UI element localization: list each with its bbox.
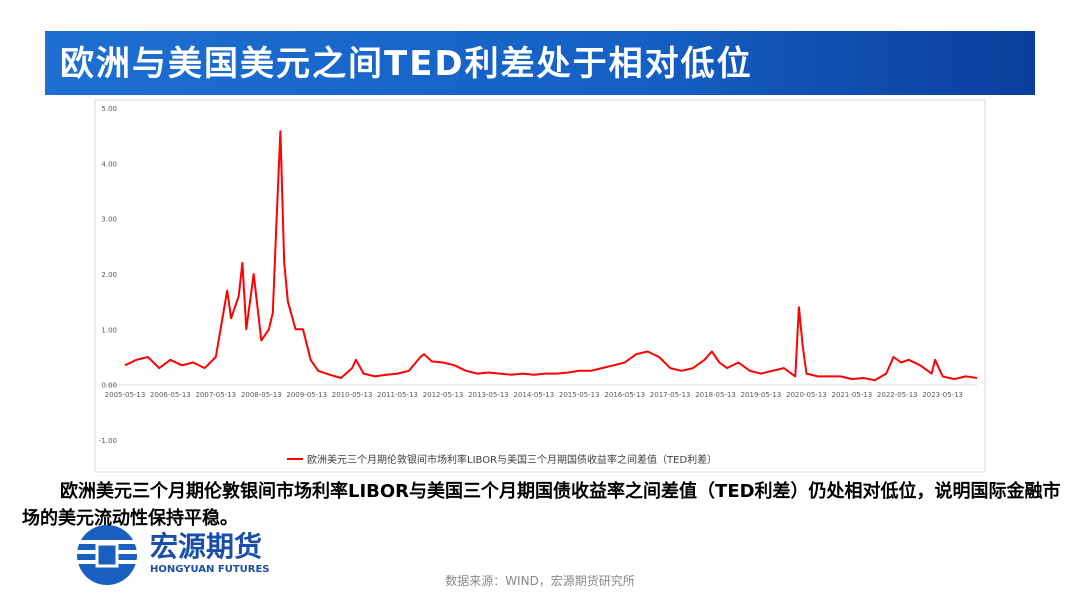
slide-title: 欧洲与美国美元之间TED利差处于相对低位 <box>60 44 753 84</box>
x-tick-label: 2012-05-13 <box>423 391 464 399</box>
x-tick-label: 2016-05-13 <box>604 391 645 399</box>
x-tick-label: 2018-05-13 <box>695 391 736 399</box>
legend-label: 欧洲美元三个月期伦敦银间市场利率LIBOR与美国三个月期国债收益率之间差值（TE… <box>307 453 717 466</box>
x-tick-label: 2008-05-13 <box>241 391 282 399</box>
x-tick-label: 2021-05-13 <box>832 391 873 399</box>
x-tick-label: 2019-05-13 <box>741 391 782 399</box>
x-tick-label: 2010-05-13 <box>332 391 373 399</box>
y-tick-label: 2.00 <box>101 271 117 279</box>
y-tick-label: 3.00 <box>101 216 117 224</box>
y-tick-label: 1.00 <box>101 326 117 334</box>
x-tick-label: 2020-05-13 <box>786 391 827 399</box>
logo-icon <box>77 525 137 585</box>
x-tick-label: 2015-05-13 <box>559 391 600 399</box>
x-tick-label: 2014-05-13 <box>513 391 554 399</box>
y-tick-label: 0.00 <box>101 382 117 390</box>
x-tick-label: 2006-05-13 <box>150 391 191 399</box>
logo-subtitle: HONGYUAN FUTURES <box>150 564 270 575</box>
chart-frame <box>94 99 986 473</box>
x-tick-label: 2013-05-13 <box>468 391 509 399</box>
data-line <box>124 130 978 382</box>
x-tick-label: 2017-05-13 <box>650 391 691 399</box>
body-text: 欧洲美元三个月期伦敦银间市场利率LIBOR与美国三个月期国债收益率之间差值（TE… <box>22 481 1061 529</box>
y-tick-label: 5.00 <box>101 105 117 113</box>
y-tick-label: 4.00 <box>101 160 117 168</box>
x-tick-label: 2023-05-13 <box>922 391 963 399</box>
x-tick-label: 2007-05-13 <box>195 391 236 399</box>
logo-name: 宏源期货 <box>150 530 262 563</box>
source: 数据来源：WIND，宏源期货研究所 <box>445 574 635 588</box>
x-tick-label: 2022-05-13 <box>877 391 918 399</box>
x-tick-label: 2011-05-13 <box>377 391 418 399</box>
x-tick-label: 2005-05-13 <box>105 391 146 399</box>
y-tick-label: -1.00 <box>99 437 117 445</box>
x-tick-label: 2009-05-13 <box>286 391 327 399</box>
title-banner <box>45 31 1035 95</box>
